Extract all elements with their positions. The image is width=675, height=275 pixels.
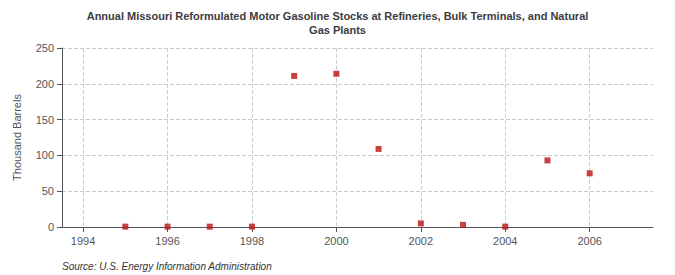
svg-text:2000: 2000	[324, 235, 348, 247]
svg-text:Thousand Barrels: Thousand Barrels	[11, 94, 23, 181]
svg-text:1996: 1996	[155, 235, 179, 247]
svg-text:Source: U.S. Energy Informatio: Source: U.S. Energy Information Administ…	[62, 261, 272, 272]
svg-text:2002: 2002	[409, 235, 433, 247]
svg-text:250: 250	[36, 42, 54, 54]
svg-text:1994: 1994	[71, 235, 95, 247]
svg-text:100: 100	[36, 149, 54, 161]
svg-text:50: 50	[42, 185, 54, 197]
svg-text:1998: 1998	[240, 235, 264, 247]
svg-text:200: 200	[36, 78, 54, 90]
svg-text:0: 0	[48, 221, 54, 233]
svg-text:Annual Missouri Reformulated M: Annual Missouri Reformulated Motor Gasol…	[87, 10, 589, 22]
svg-text:150: 150	[36, 114, 54, 126]
svg-text:2004: 2004	[493, 235, 517, 247]
svg-text:Gas Plants: Gas Plants	[309, 24, 366, 36]
svg-text:2006: 2006	[577, 235, 601, 247]
